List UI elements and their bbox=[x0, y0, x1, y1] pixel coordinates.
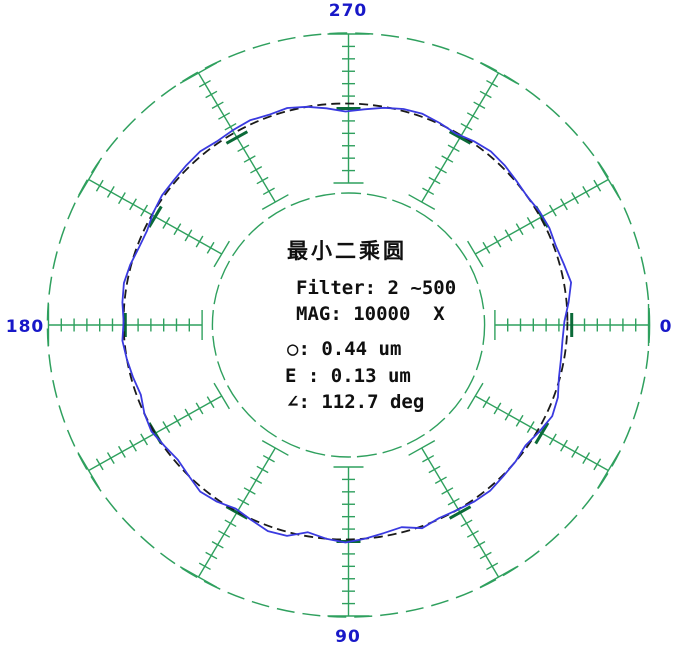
profile-trace bbox=[121, 105, 572, 544]
angle-label-180: 180 bbox=[5, 317, 45, 337]
spoke-grid bbox=[47, 33, 650, 617]
filter-setting-text: Filter: 2 ~500 bbox=[296, 277, 457, 299]
angle-label-90: 90 bbox=[335, 627, 361, 647]
outer-grid-circle bbox=[46, 32, 651, 618]
inner-grid-circle bbox=[211, 192, 486, 458]
eccentricity-angle-text: ∠: 112.7 deg bbox=[287, 391, 425, 413]
roundness-value-text: ○: 0.44 um bbox=[287, 338, 402, 360]
magnification-text: MAG: 10000 X bbox=[296, 303, 445, 325]
angle-label-0: 0 bbox=[659, 317, 673, 337]
angle-label-270: 270 bbox=[328, 1, 368, 21]
eccentricity-value-text: E : 0.13 um bbox=[285, 365, 411, 387]
measurement-method-title: 最小二乘圆 bbox=[287, 239, 407, 263]
